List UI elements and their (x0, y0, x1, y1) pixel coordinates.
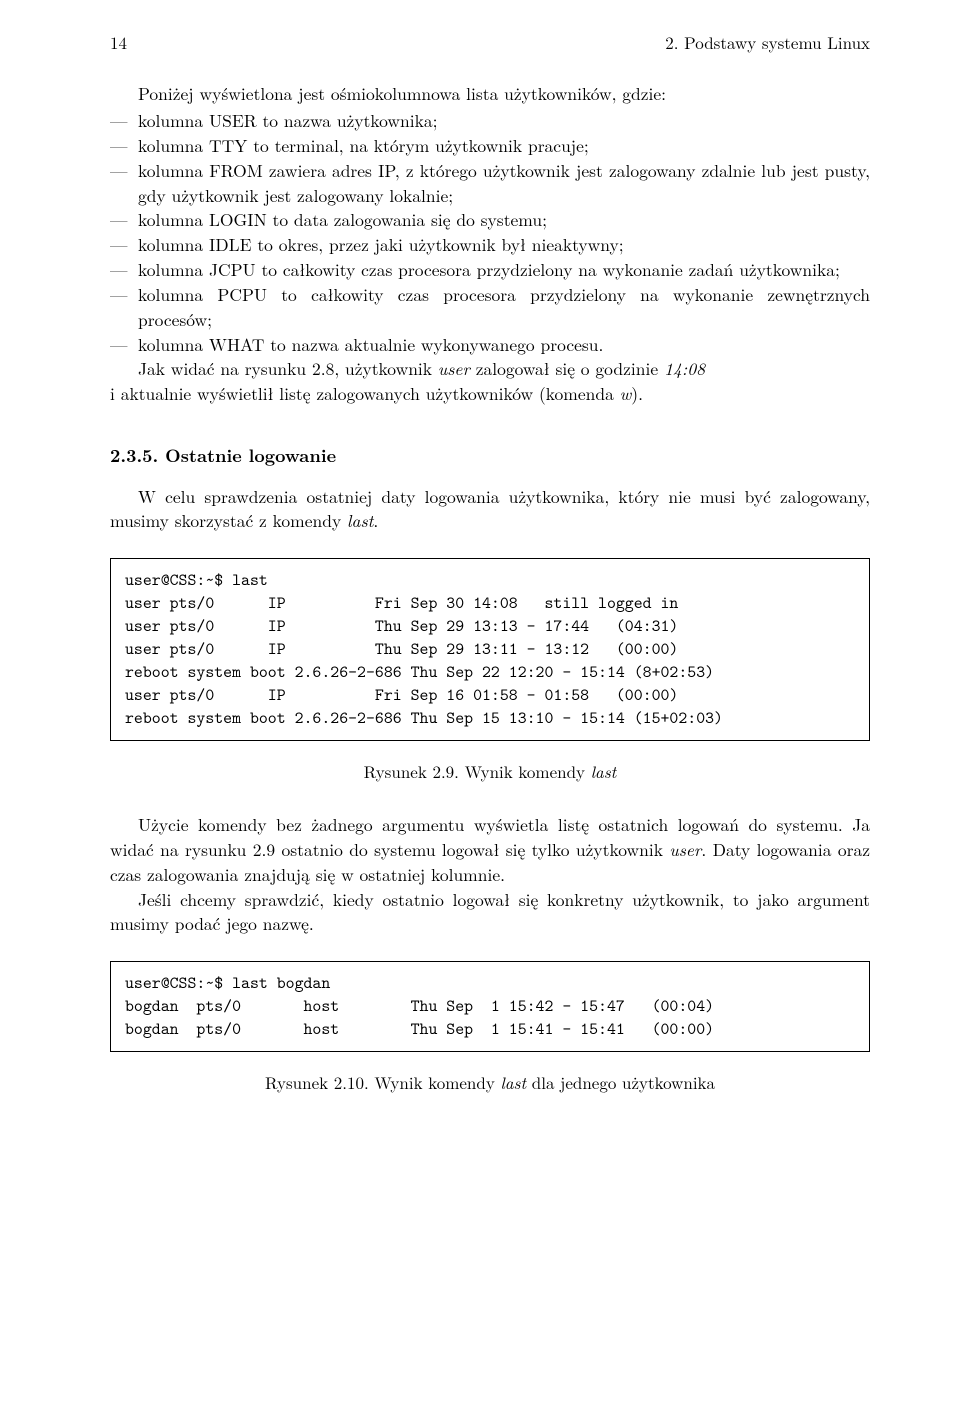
chapter-title: 2. Podstawy systemu Linux (665, 30, 870, 54)
dash-icon: — (110, 258, 138, 283)
list-item: —kolumna TTY to terminal, na którym użyt… (110, 134, 870, 159)
italic-cmd: last (500, 1070, 526, 1094)
list-item: —kolumna IDLE to okres, przez jaki użytk… (110, 233, 870, 258)
after-list-paragraph: Jak widać na rysunku 2.8, użytkownik use… (110, 357, 870, 382)
list-item: —kolumna LOGIN to data zalogowania się d… (110, 208, 870, 233)
text-run: . (373, 508, 378, 533)
page-number: 14 (110, 30, 127, 54)
dash-icon: — (110, 233, 138, 258)
code-listing-2: user@CSS:~$ last bogdan bogdan pts/0 hos… (110, 961, 870, 1052)
dash-icon: — (110, 159, 138, 209)
page-header: 14 2. Podstawy systemu Linux (110, 30, 870, 54)
list-item-text: kolumna TTY to terminal, na którym użytk… (138, 134, 870, 159)
list-item: —kolumna PCPU to całkowity czas procesor… (110, 283, 870, 333)
list-item: —kolumna WHAT to nazwa aktualnie wykonyw… (110, 333, 870, 358)
italic-time: 14:08 (664, 356, 705, 381)
caption-text: Rysunek 2.10. Wynik komendy (265, 1070, 501, 1094)
body-paragraph: Jeśli chcemy sprawdzić, kiedy ostatnio l… (110, 888, 870, 938)
figure-caption-1: Rysunek 2.9. Wynik komendy last (110, 759, 870, 783)
text-run: zalogował się o godzinie (470, 356, 664, 381)
list-item: —kolumna FROM zawiera adres IP, z któreg… (110, 159, 870, 209)
list-item: —kolumna JCPU to całkowity czas procesor… (110, 258, 870, 283)
list-item-text: kolumna LOGIN to data zalogowania się do… (138, 208, 870, 233)
dash-icon: — (110, 134, 138, 159)
caption-text: Rysunek 2.9. Wynik komendy (364, 759, 591, 783)
text-run: W celu sprawdzenia ostatniej daty logowa… (110, 484, 870, 534)
after-list-paragraph-2: i aktualnie wyświetlił listę zalogowanyc… (110, 382, 870, 407)
list-item-text: kolumna USER to nazwa użytkownika; (138, 109, 870, 134)
italic-cmd: last (591, 759, 617, 783)
text-run: ). (631, 381, 643, 406)
text-run: Jak widać na rysunku 2.8, użytkownik (138, 356, 438, 381)
list-item-text: kolumna FROM zawiera adres IP, z którego… (138, 159, 870, 209)
dash-icon: — (110, 109, 138, 134)
italic-cmd: last (347, 508, 373, 533)
dash-icon: — (110, 283, 138, 333)
intro-paragraph: Poniżej wyświetlona jest ośmiokolumnowa … (110, 82, 870, 107)
text-run: i aktualnie wyświetlił listę zalogowanyc… (110, 381, 620, 406)
section-title: 2.3.5. Ostatnie logowanie (110, 443, 870, 469)
dash-icon: — (110, 333, 138, 358)
figure-caption-2: Rysunek 2.10. Wynik komendy last dla jed… (110, 1070, 870, 1094)
bullet-list: —kolumna USER to nazwa użytkownika; —kol… (110, 109, 870, 357)
list-item: —kolumna USER to nazwa użytkownika; (110, 109, 870, 134)
body-paragraph: Użycie komendy bez żadnego argumentu wyś… (110, 813, 870, 888)
code-listing-1: user@CSS:~$ last user pts/0 IP Fri Sep 3… (110, 558, 870, 741)
italic-user: user (438, 356, 470, 381)
list-item-text: kolumna WHAT to nazwa aktualnie wykonywa… (138, 333, 870, 358)
list-item-text: kolumna IDLE to okres, przez jaki użytko… (138, 233, 870, 258)
italic-cmd: w (620, 381, 632, 406)
section-paragraph: W celu sprawdzenia ostatniej daty logowa… (110, 485, 870, 535)
list-item-text: kolumna PCPU to całkowity czas procesora… (138, 283, 870, 333)
dash-icon: — (110, 208, 138, 233)
italic-user: user (669, 837, 701, 862)
list-item-text: kolumna JCPU to całkowity czas procesora… (138, 258, 870, 283)
caption-text: dla jednego użytkownika (526, 1070, 715, 1094)
